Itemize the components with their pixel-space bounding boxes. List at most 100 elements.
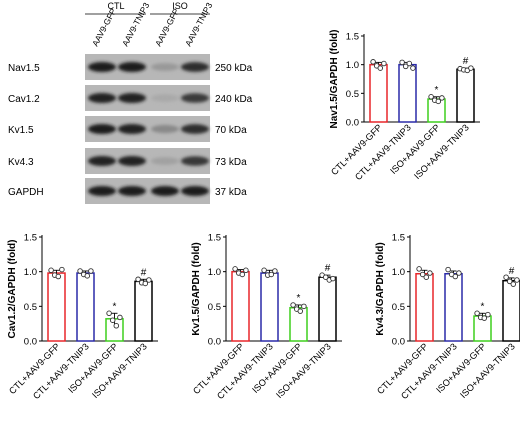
- blot-size-label: 240 kDa: [215, 94, 253, 105]
- blot-protein-label: Nav1.5: [8, 63, 40, 74]
- bar-chart: 0.0 0.5 1.0 1.5 Kv1.5/GAPDH (fold) CTL+AAV9-G…: [191, 233, 342, 401]
- data-point: [439, 95, 445, 101]
- bar: [47, 272, 66, 342]
- data-point: [402, 63, 409, 70]
- data-point: [506, 278, 513, 285]
- data-point: [243, 267, 249, 274]
- blot-band: [118, 93, 146, 103]
- data-point: [381, 60, 387, 67]
- bar: [398, 63, 417, 123]
- blot-band: [118, 186, 146, 196]
- y-axis-label: Cav1.2/GAPDH (fold): [7, 240, 18, 339]
- data-point: [485, 311, 491, 318]
- data-point: [48, 267, 54, 274]
- y-tick-label: 1.0: [24, 267, 37, 278]
- data-point: [109, 317, 116, 323]
- blot-lane-label: AAV9-GFP: [153, 6, 181, 48]
- y-tick-label: 1.5: [24, 233, 37, 244]
- x-tick-label: ISO+AAV9-TNIP3: [274, 341, 333, 400]
- data-point: [514, 277, 520, 283]
- blot-band: [181, 156, 209, 166]
- bar: [260, 272, 279, 342]
- data-point: [142, 280, 149, 287]
- data-point: [297, 308, 304, 314]
- y-axis-label: Kv4.3/GAPDH (fold): [375, 242, 386, 335]
- data-point: [406, 60, 413, 67]
- blot-group-header-ctl: CTL: [85, 1, 146, 15]
- blot-band: [181, 186, 209, 196]
- data-point: [272, 268, 278, 274]
- bar: [415, 272, 434, 342]
- blot-row: Kv4.3 73 kDa: [8, 148, 247, 174]
- y-tick-label: 1.0: [346, 60, 359, 71]
- data-point: [59, 266, 65, 273]
- data-point: [435, 98, 442, 105]
- data-point: [427, 270, 433, 276]
- blot-band: [151, 63, 179, 71]
- y-tick-label: 0.0: [346, 118, 359, 129]
- data-point: [232, 266, 238, 272]
- x-tick-label: ISO+AAV9-GFP: [250, 341, 304, 395]
- y-tick-label: 0.0: [208, 337, 221, 348]
- y-tick-label: 1.0: [392, 267, 405, 278]
- data-point: [399, 59, 405, 66]
- data-point: [370, 59, 376, 65]
- significance-marker: #: [463, 56, 469, 67]
- x-tick-label: CTL+AAV9-GFP: [191, 341, 246, 396]
- blot-lane-label: AAV9-GFP: [90, 6, 118, 48]
- bar-chart: 0.0 0.5 1.0 1.5 Nav1.5/GAPDH (fold)CTL+AAV9-…: [329, 30, 480, 182]
- data-point: [77, 268, 83, 274]
- blot-band: [181, 62, 209, 72]
- significance-marker: #: [141, 267, 147, 278]
- blot-protein-label: Cav1.2: [8, 94, 40, 105]
- significance-marker: *: [435, 85, 439, 96]
- blot-band: [88, 93, 116, 103]
- bar: [318, 276, 337, 342]
- y-tick-label: 1.5: [208, 233, 221, 244]
- bar: [369, 63, 388, 123]
- blot-band: [181, 93, 209, 103]
- data-point: [445, 266, 451, 273]
- data-point: [146, 277, 152, 283]
- x-tick-label: ISO+AAV9-GFP: [66, 341, 120, 395]
- x-tick-label: ISO+AAV9-GFP: [434, 341, 488, 395]
- significance-marker: *: [297, 293, 301, 304]
- blot-size-label: 250 kDa: [215, 63, 253, 74]
- blot-band: [88, 156, 116, 166]
- blot-size-label: 37 kDa: [215, 187, 247, 198]
- data-point: [481, 315, 488, 321]
- x-tick-label: CTL+AAV9-GFP: [329, 122, 384, 177]
- blot-band: [181, 124, 209, 134]
- data-point: [423, 274, 430, 280]
- y-tick-label: 1.0: [208, 267, 221, 278]
- blot-protein-label: Kv1.5: [8, 125, 34, 136]
- blot-size-label: 73 kDa: [215, 157, 247, 168]
- bar: [134, 280, 153, 342]
- data-point: [239, 271, 246, 278]
- significance-marker: *: [481, 301, 485, 312]
- y-axis-label: Kv1.5/GAPDH (fold): [191, 242, 202, 335]
- data-point: [290, 302, 296, 308]
- blot-band: [88, 62, 116, 72]
- x-tick-label: CTL+AAV9-GFP: [7, 341, 62, 396]
- x-tick-label: ISO+AAV9-TNIP3: [458, 341, 517, 400]
- x-tick-label: CTL+AAV9-GFP: [375, 341, 430, 396]
- significance-marker: #: [509, 266, 515, 277]
- y-tick-label: 0.5: [208, 302, 221, 313]
- data-point: [419, 271, 426, 278]
- blot-size-label: 70 kDa: [215, 125, 247, 136]
- blot-protein-label: GAPDH: [8, 187, 44, 198]
- blot-band: [118, 62, 146, 72]
- y-tick-label: 0.0: [392, 337, 405, 348]
- significance-marker: #: [325, 263, 331, 274]
- blot-lane-label: AAV9-TNIP3: [120, 1, 152, 48]
- data-point: [106, 310, 112, 317]
- blot-band: [151, 124, 179, 134]
- y-axis-label: Nav1.5/GAPDH (fold): [329, 30, 340, 129]
- y-tick-label: 1.5: [346, 32, 359, 43]
- data-point: [135, 276, 141, 283]
- bar: [456, 68, 475, 123]
- blot-band: [88, 186, 116, 196]
- data-point: [268, 271, 275, 278]
- bar: [444, 272, 463, 342]
